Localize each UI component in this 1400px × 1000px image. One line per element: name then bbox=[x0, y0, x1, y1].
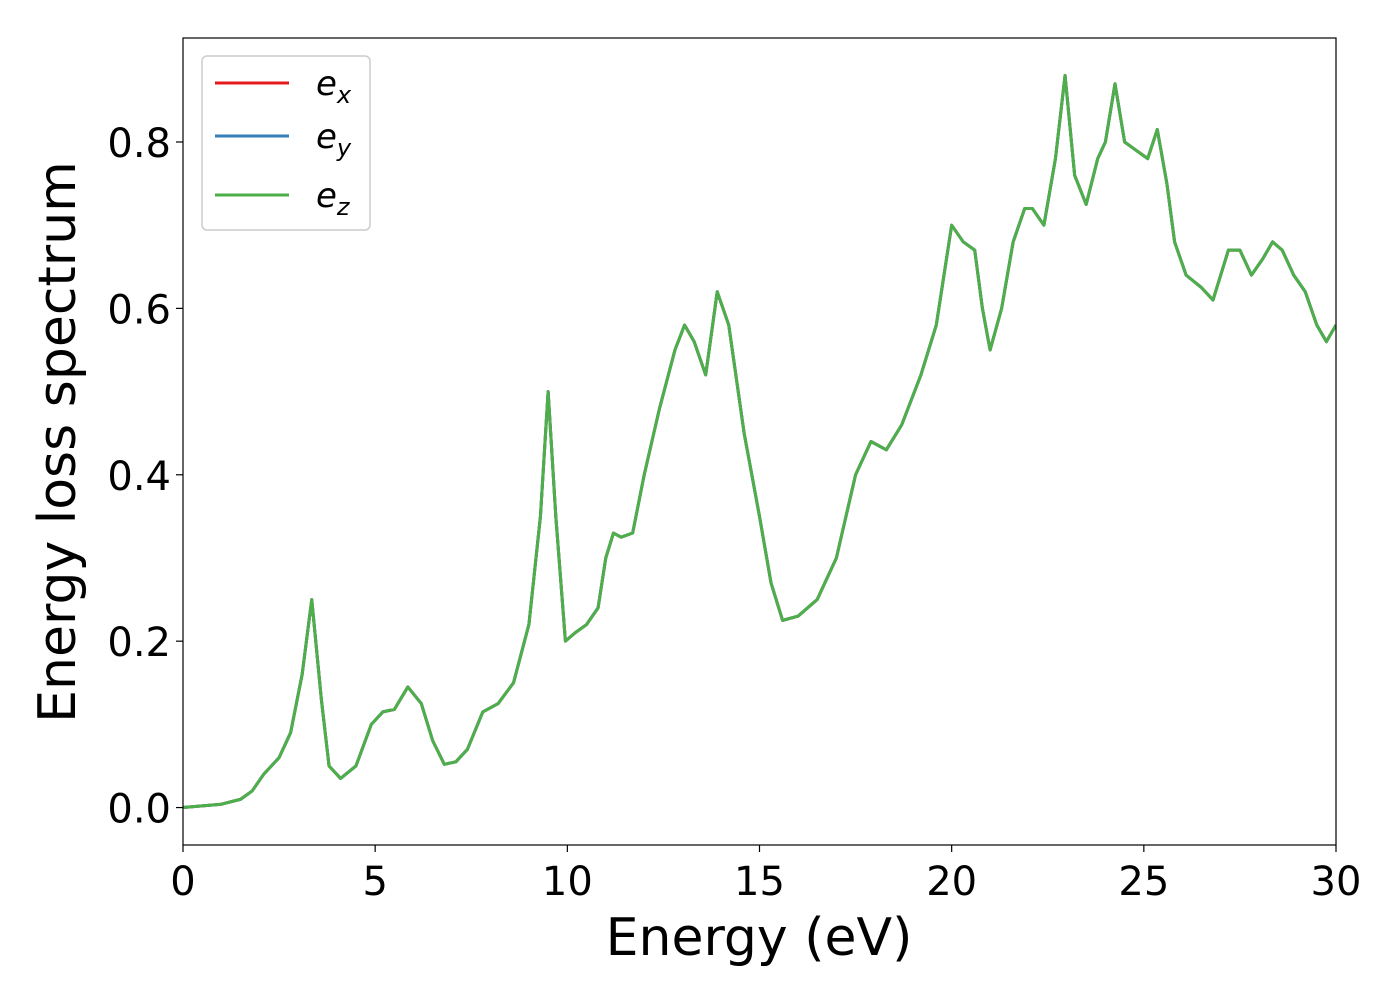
y-axis-ticks: 0.0 0.2 0.4 0.6 0.8 bbox=[107, 121, 183, 833]
legend-label-ey-sub: y bbox=[336, 134, 352, 162]
svg-text:ey: ey bbox=[316, 117, 352, 162]
legend-entry-ey: ey bbox=[215, 117, 352, 162]
y-tick-label: 0.6 bbox=[107, 287, 171, 333]
legend: ex ey ez bbox=[201, 55, 371, 231]
x-tick-label: 25 bbox=[1118, 859, 1169, 905]
x-tick-label: 10 bbox=[542, 859, 593, 905]
x-tick-label: 15 bbox=[734, 859, 785, 905]
x-tick-label: 0 bbox=[170, 859, 195, 905]
legend-box bbox=[201, 55, 371, 231]
y-tick-label: 0.8 bbox=[107, 121, 171, 167]
legend-label-ey-main: e bbox=[316, 117, 337, 157]
y-tick-label: 0.2 bbox=[107, 620, 171, 666]
legend-entry-ez: ez bbox=[215, 176, 351, 221]
legend-label-ez-main: e bbox=[316, 176, 337, 216]
x-tick-label: 30 bbox=[1311, 859, 1362, 905]
legend-entry-ex: ex bbox=[215, 64, 352, 109]
y-axis-label: Energy loss spectrum bbox=[28, 161, 88, 723]
x-tick-label: 5 bbox=[362, 859, 387, 905]
svg-text:ez: ez bbox=[316, 176, 351, 221]
y-tick-label: 0.0 bbox=[107, 787, 171, 833]
y-tick-label: 0.4 bbox=[107, 454, 171, 500]
legend-label-ez-sub: z bbox=[336, 193, 351, 221]
x-tick-label: 20 bbox=[926, 859, 977, 905]
legend-label-ex-main: e bbox=[316, 64, 337, 104]
x-axis-label: Energy (eV) bbox=[606, 908, 913, 968]
series-line-ez bbox=[183, 73, 1336, 810]
legend-label-ex-sub: x bbox=[336, 81, 352, 109]
svg-text:ex: ex bbox=[316, 64, 352, 109]
x-axis-ticks: 0 5 10 15 20 25 30 bbox=[170, 845, 1361, 905]
